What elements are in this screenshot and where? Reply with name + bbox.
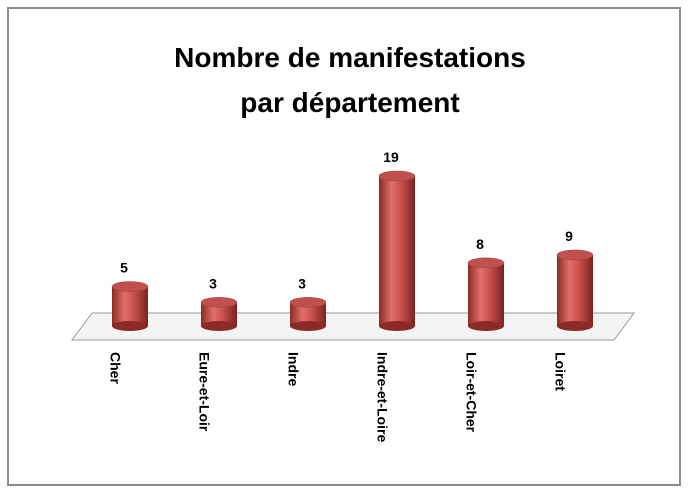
bar-bottom (112, 321, 148, 331)
bar-bottom (468, 321, 504, 331)
x-tick-label: Indre (285, 352, 301, 386)
bar-top (111, 281, 149, 292)
bar (201, 302, 237, 326)
bar-top (556, 249, 594, 261)
bar (468, 262, 504, 326)
chart-title: par département (240, 87, 459, 118)
data-label: 5 (120, 260, 128, 276)
bar (557, 254, 593, 326)
x-tick-label: Cher (107, 352, 123, 384)
chart-title: Nombre de manifestations (174, 42, 526, 73)
x-tick-label: Eure-et-Loir (196, 352, 212, 432)
bar (379, 176, 415, 326)
bar (290, 302, 326, 326)
data-label: 3 (298, 275, 306, 291)
x-tick-label: Indre-et-Loire (374, 352, 390, 442)
bar-bottom (557, 321, 593, 331)
floor (71, 312, 635, 341)
bar-top (289, 297, 327, 308)
bar-bottom (290, 321, 326, 331)
bar (112, 286, 148, 326)
data-label: 8 (476, 236, 484, 252)
bar-bottom (379, 321, 415, 331)
bar-top (467, 257, 505, 269)
chart-border (7, 7, 681, 486)
x-tick-label: Loiret (552, 352, 568, 391)
bar-bottom (201, 321, 237, 331)
data-label: 3 (209, 275, 217, 291)
data-label: 9 (565, 228, 573, 244)
data-label: 19 (383, 149, 399, 165)
x-tick-label: Loir-et-Cher (463, 352, 479, 433)
bar-top (378, 170, 416, 182)
bar-top (200, 297, 238, 308)
